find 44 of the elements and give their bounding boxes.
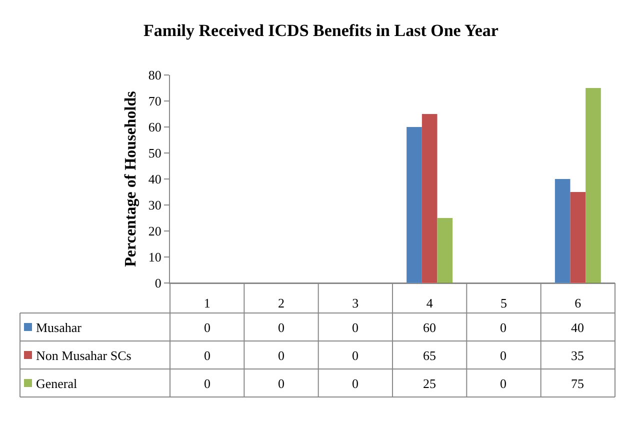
data-label: 75 bbox=[571, 376, 584, 391]
legend-label: Non Musahar SCs bbox=[36, 348, 132, 363]
data-label: 0 bbox=[500, 376, 506, 391]
data-label: 40 bbox=[571, 320, 584, 335]
data-label: 25 bbox=[423, 376, 436, 391]
x-tick-label: 6 bbox=[574, 296, 582, 311]
data-label: 0 bbox=[278, 320, 284, 335]
data-label: 0 bbox=[352, 320, 358, 335]
data-label: 0 bbox=[278, 376, 284, 391]
x-tick-label: 3 bbox=[352, 296, 359, 311]
data-label: 65 bbox=[423, 348, 436, 363]
bar bbox=[586, 88, 601, 283]
data-label: 35 bbox=[571, 348, 584, 363]
y-tick-label: 20 bbox=[148, 224, 162, 239]
y-tick-label: 30 bbox=[148, 198, 162, 213]
chart-title: Family Received ICDS Benefits in Last One Year bbox=[144, 20, 499, 40]
y-tick-label: 70 bbox=[148, 94, 162, 109]
x-tick-label: 5 bbox=[500, 296, 507, 311]
data-label: 0 bbox=[352, 348, 358, 363]
y-tick-label: 60 bbox=[148, 120, 162, 135]
x-tick-label: 4 bbox=[426, 296, 434, 311]
y-tick-label: 10 bbox=[148, 250, 162, 265]
x-tick-label: 1 bbox=[204, 296, 210, 311]
data-label: 0 bbox=[500, 348, 506, 363]
y-axis-title: Percentage of Households bbox=[122, 91, 140, 267]
bar bbox=[406, 127, 422, 283]
data-label: 0 bbox=[204, 376, 210, 391]
y-tick-label: 80 bbox=[148, 68, 162, 83]
x-tick-label: 2 bbox=[278, 296, 284, 311]
y-tick-label: 40 bbox=[148, 172, 162, 187]
data-label: 0 bbox=[204, 348, 210, 363]
bar bbox=[554, 179, 570, 283]
data-label: 0 bbox=[204, 320, 210, 335]
y-tick-label: 50 bbox=[148, 146, 162, 161]
data-label: 0 bbox=[352, 376, 358, 391]
y-tick-label: 0 bbox=[154, 276, 162, 291]
legend-label: Musahar bbox=[36, 320, 82, 335]
data-label: 0 bbox=[500, 320, 506, 335]
bar bbox=[570, 192, 586, 283]
bar bbox=[437, 218, 453, 283]
legend-label: General bbox=[36, 376, 78, 391]
data-label: 0 bbox=[278, 348, 284, 363]
bar bbox=[422, 114, 438, 283]
data-label: 60 bbox=[423, 320, 436, 335]
